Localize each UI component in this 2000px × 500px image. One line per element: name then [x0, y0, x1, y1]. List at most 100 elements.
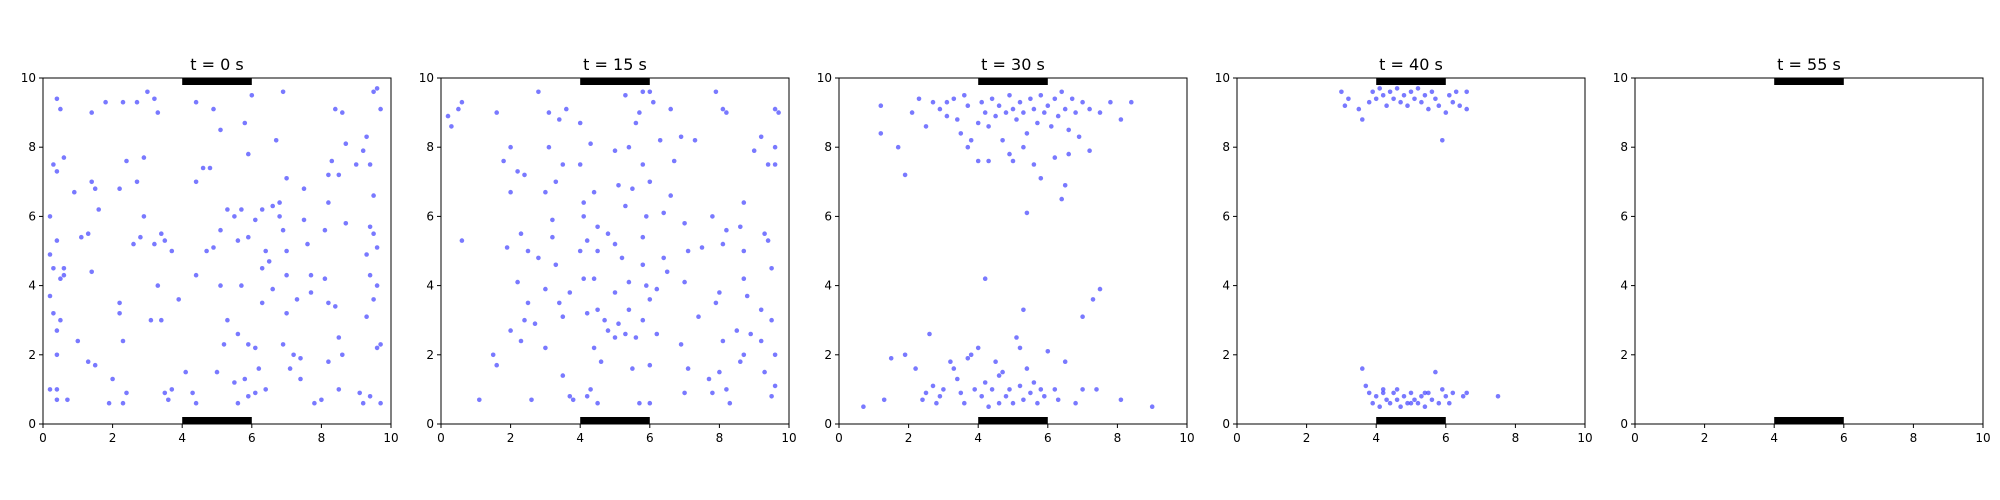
data-point — [1000, 369, 1005, 375]
data-point — [235, 331, 241, 337]
data-point — [326, 300, 331, 306]
data-point — [989, 387, 995, 392]
data-point — [692, 138, 698, 143]
data-point — [218, 127, 223, 133]
data-point — [557, 300, 562, 306]
y-tick-label: 2 — [28, 348, 36, 362]
data-point — [1401, 93, 1407, 98]
data-point — [326, 200, 331, 205]
data-point — [75, 338, 81, 344]
y-tick-label: 8 — [1620, 140, 1628, 154]
data-point — [647, 362, 653, 368]
data-point — [371, 89, 376, 95]
data-point — [1366, 99, 1372, 105]
data-point — [459, 99, 465, 105]
data-point — [211, 106, 216, 112]
data-point — [246, 394, 251, 399]
data-point — [927, 331, 932, 337]
data-point — [124, 390, 129, 396]
data-point — [1443, 394, 1449, 399]
data-point — [717, 290, 722, 295]
data-point — [762, 369, 767, 375]
data-point — [584, 238, 590, 243]
data-point — [982, 276, 988, 282]
exit-bar-bottom — [580, 417, 650, 424]
data-point — [312, 400, 317, 406]
data-point — [1464, 390, 1469, 396]
y-tick-label: 0 — [426, 417, 434, 431]
data-point — [550, 217, 555, 223]
data-points — [1339, 86, 1501, 410]
y-tick-label: 0 — [1222, 417, 1230, 431]
data-point — [284, 272, 289, 278]
data-point — [1042, 394, 1047, 399]
data-point — [131, 241, 136, 247]
data-point — [986, 404, 991, 410]
data-point — [1066, 151, 1071, 157]
data-point — [769, 317, 774, 323]
data-point — [508, 189, 513, 195]
data-point — [1398, 99, 1403, 105]
data-point — [529, 397, 534, 403]
data-point — [1384, 103, 1389, 108]
data-point — [54, 96, 60, 102]
x-tick-label: 2 — [905, 431, 913, 445]
data-point — [1031, 380, 1037, 385]
data-point — [993, 113, 998, 119]
data-point — [598, 359, 604, 365]
axes-frame — [1634, 77, 1984, 425]
data-point — [612, 148, 618, 153]
data-point — [134, 179, 140, 185]
data-point — [878, 131, 884, 136]
data-point — [357, 390, 363, 396]
data-point — [1108, 99, 1113, 105]
x-tick-label: 10 — [1577, 431, 1592, 445]
data-point — [605, 328, 611, 333]
data-point — [560, 314, 566, 320]
data-point — [225, 317, 230, 323]
y-tick-label: 2 — [1222, 348, 1230, 362]
data-point — [169, 387, 175, 392]
x-tick-label: 2 — [1701, 431, 1709, 445]
data-point — [504, 245, 510, 250]
data-point — [982, 110, 988, 115]
data-point — [152, 96, 157, 102]
data-point — [204, 248, 209, 254]
data-point — [595, 307, 600, 313]
data-point — [340, 110, 345, 115]
data-point — [1398, 404, 1403, 410]
data-point — [588, 387, 593, 392]
x-tick-label: 6 — [1442, 431, 1450, 445]
data-point — [378, 342, 383, 347]
data-point — [1429, 89, 1435, 95]
data-point — [1394, 86, 1400, 91]
data-point — [647, 89, 653, 95]
data-point — [661, 210, 666, 216]
data-point — [584, 394, 590, 399]
axes-frame — [838, 77, 1188, 425]
data-point — [253, 390, 258, 396]
data-point — [762, 231, 767, 236]
data-point — [1038, 93, 1044, 98]
data-point — [58, 106, 63, 112]
data-point — [546, 144, 552, 150]
data-point — [117, 311, 122, 316]
y-tick-label: 4 — [824, 279, 832, 293]
data-point — [54, 328, 60, 333]
data-point — [1387, 400, 1393, 406]
data-point — [1342, 103, 1348, 108]
data-point — [955, 117, 960, 122]
data-point — [280, 342, 286, 347]
data-point — [1384, 397, 1389, 403]
data-point — [117, 300, 122, 306]
data-point — [706, 376, 712, 382]
data-point — [633, 335, 639, 340]
data-point — [758, 134, 764, 140]
data-point — [640, 162, 646, 167]
data-point — [671, 158, 677, 164]
x-tick-label: 0 — [835, 431, 843, 445]
data-point — [647, 297, 653, 302]
data-point — [218, 227, 223, 233]
data-point — [336, 335, 342, 340]
data-point — [751, 148, 757, 153]
